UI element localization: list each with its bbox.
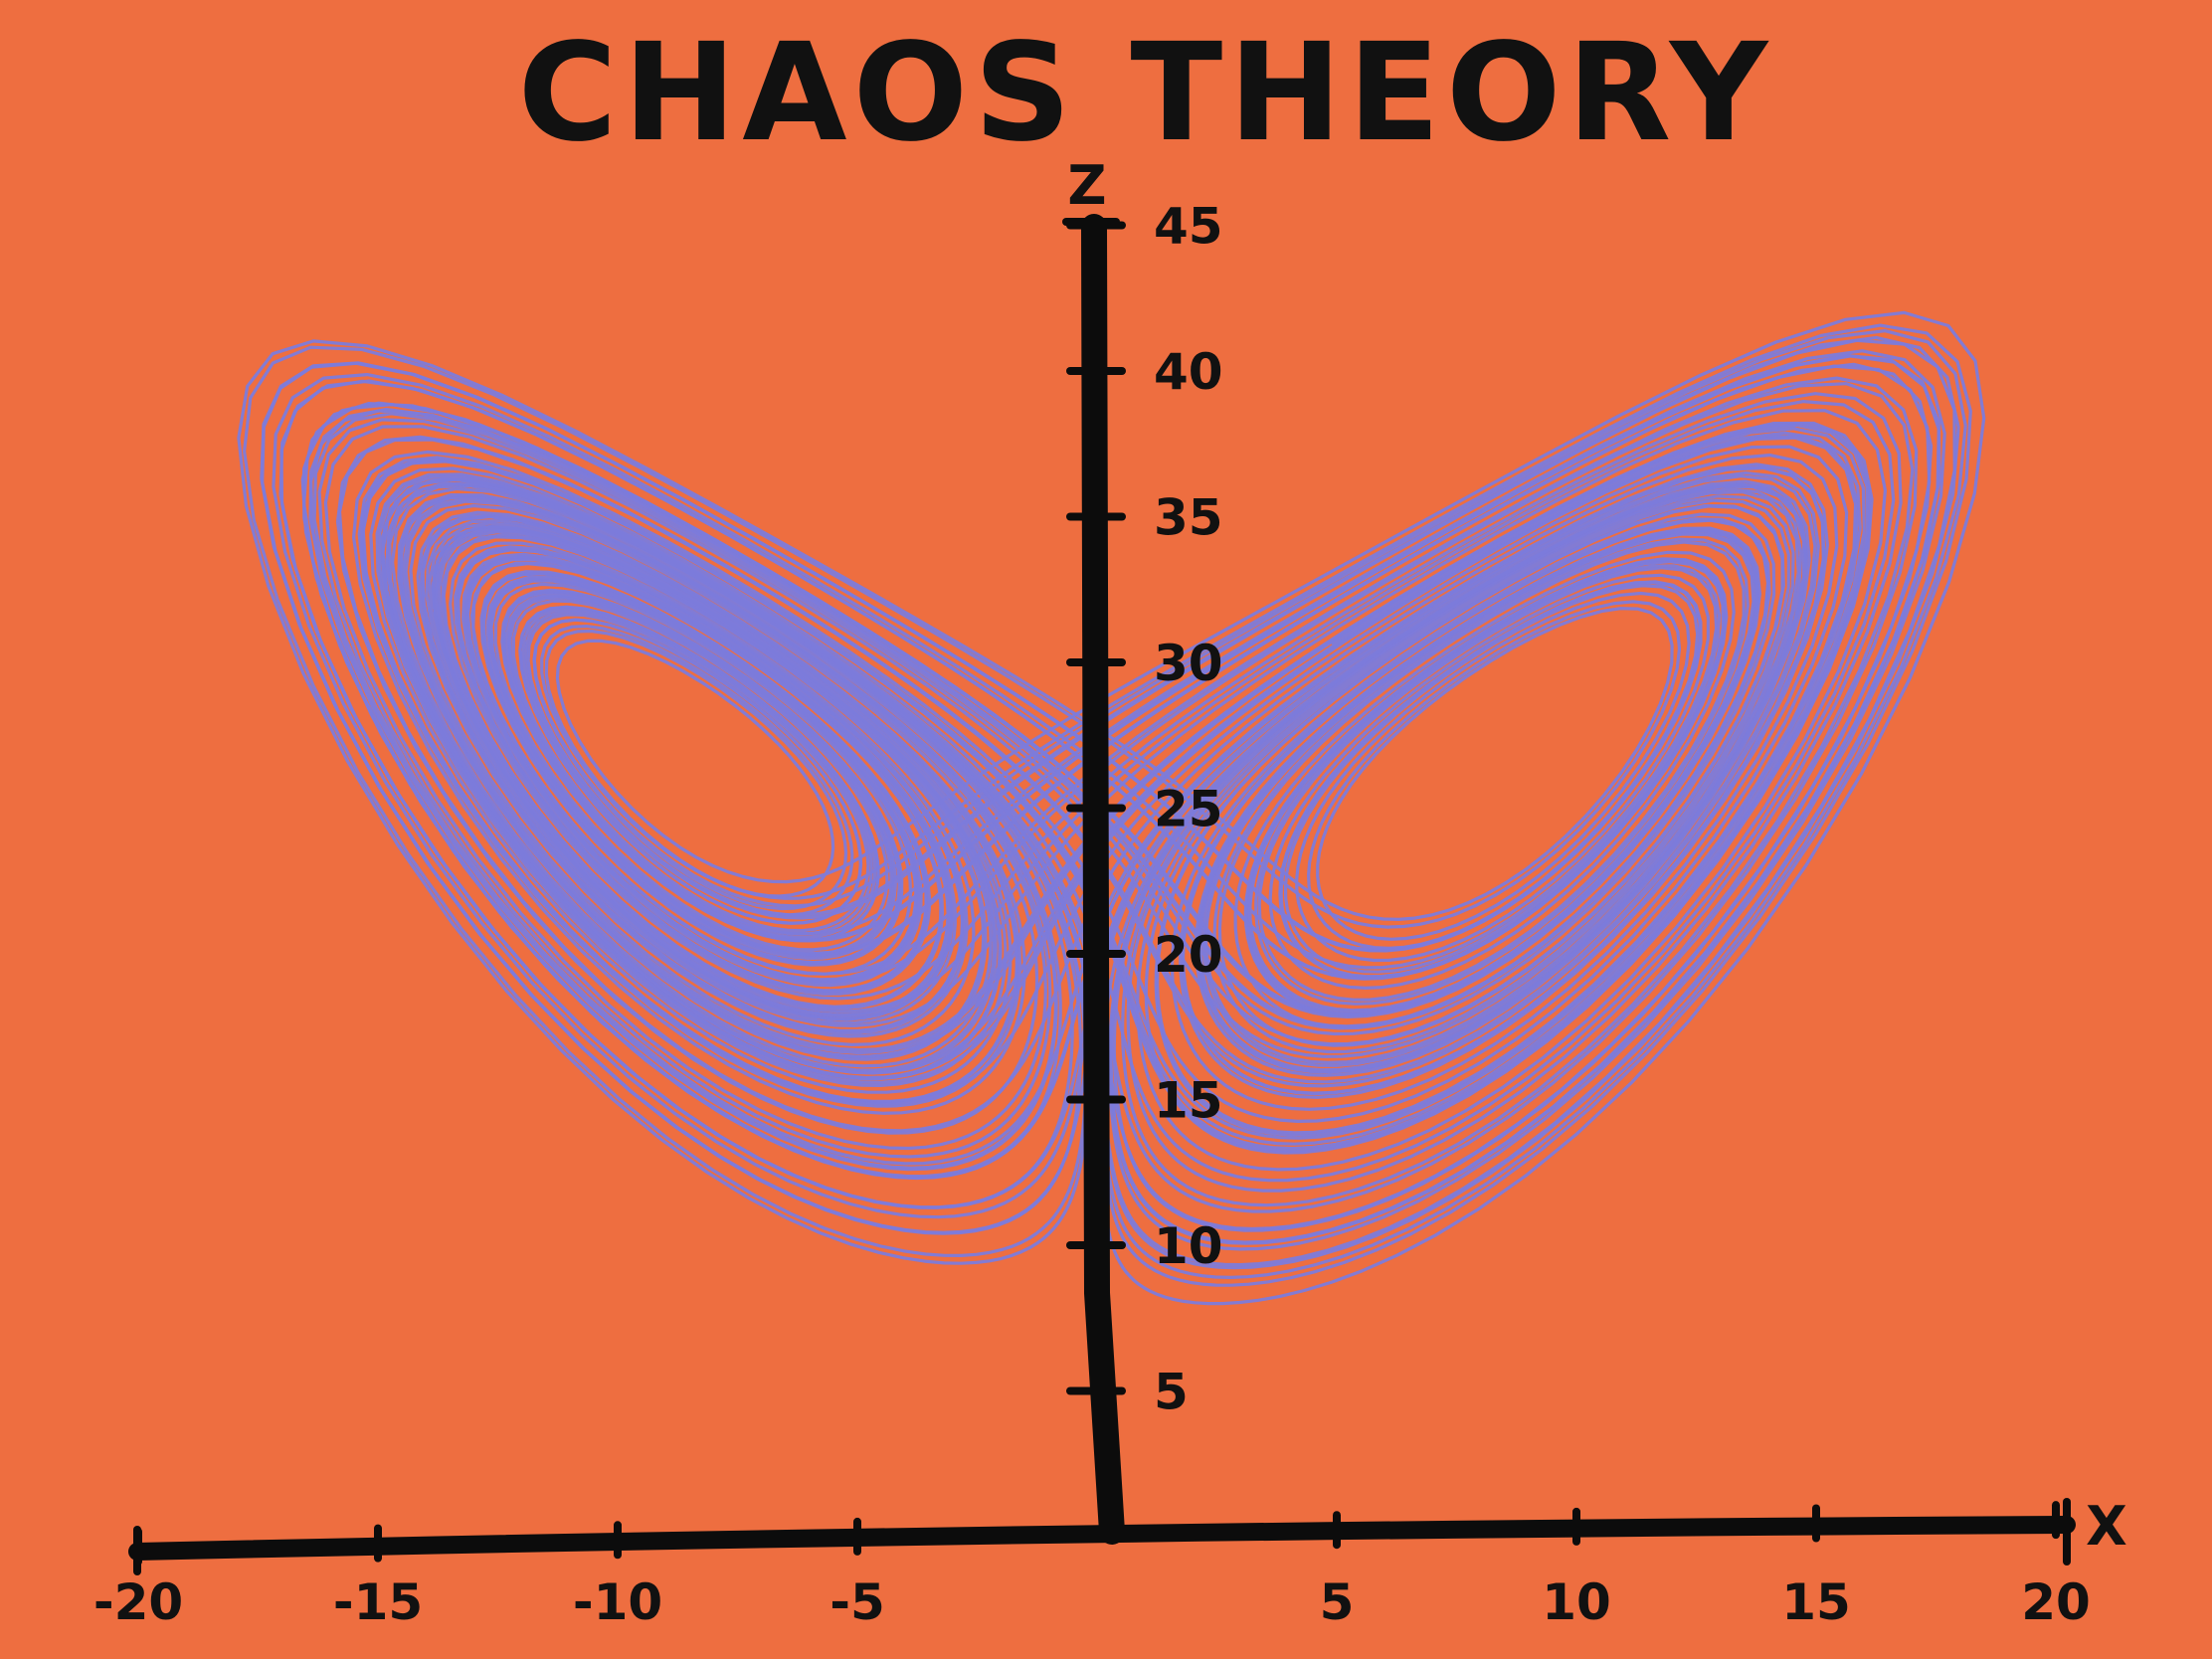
z-tick-label: 15 — [1154, 1072, 1223, 1130]
x-tick-label: 15 — [1781, 1573, 1851, 1631]
x-tick-label: -15 — [333, 1573, 423, 1631]
z-tick-label: 45 — [1154, 198, 1223, 256]
x-tick-label: -5 — [830, 1573, 885, 1631]
z-tick-label: 30 — [1154, 635, 1223, 692]
x-tick-label: -10 — [573, 1573, 662, 1631]
x-axis-line — [128, 1516, 2076, 1561]
x-tick-label: 5 — [1320, 1573, 1355, 1631]
z-axis-label: Z — [1067, 154, 1106, 217]
z-tick-label: 35 — [1154, 489, 1223, 547]
chart-title: CHAOS THEORY — [518, 15, 1774, 172]
attractor-trajectory-segment — [300, 338, 1956, 1267]
x-tick-label: -20 — [93, 1573, 183, 1631]
x-tick-label: 20 — [2021, 1573, 2091, 1631]
z-tick-label: 20 — [1154, 926, 1223, 984]
z-tick-label: 25 — [1154, 781, 1223, 838]
z-tick-label: 5 — [1154, 1364, 1189, 1421]
z-tick-label: 40 — [1154, 343, 1223, 401]
z-axis-line — [1081, 214, 1125, 1545]
attractor-trajectory-segment — [352, 427, 1866, 1146]
tick-marks: -20 -15 -10 -5 5 10 15 20 5 10 15 20 25 30 35 40 45 — [93, 198, 2091, 1632]
x-tick-label: 10 — [1542, 1573, 1611, 1631]
x-axis-label: X — [2086, 1495, 2127, 1558]
z-tick-label: 10 — [1154, 1217, 1223, 1275]
